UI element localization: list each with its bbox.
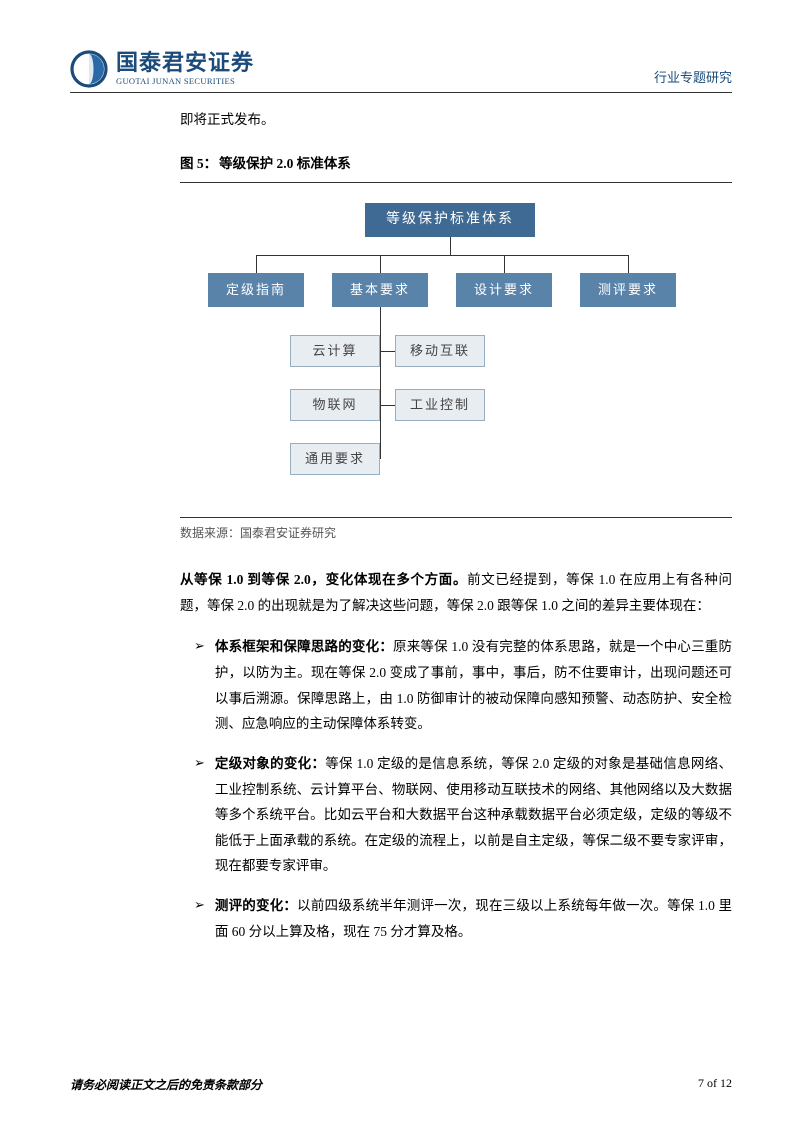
figure-container: 等级保护标准体系定级指南基本要求设计要求测评要求云计算移动互联物联网工业控制通用… xyxy=(180,182,732,518)
tree-l2-node: 移动互联 xyxy=(395,335,485,367)
bullet-marker-icon: ➢ xyxy=(194,634,205,737)
page-number: 7 of 12 xyxy=(698,1076,732,1093)
main-content: 即将正式发布。 图 5：等级保护 2.0 标准体系 等级保护标准体系定级指南基本… xyxy=(180,107,732,944)
tree-connector xyxy=(504,255,505,273)
source-value: 国泰君安证券研究 xyxy=(240,526,336,540)
source-label: 数据来源： xyxy=(180,526,240,540)
tree-l2-node: 通用要求 xyxy=(290,443,380,475)
figure-title: 图 5：等级保护 2.0 标准体系 xyxy=(180,151,732,177)
logo-text: 国泰君安证券 GUOTAI JUNAN SECURITIES xyxy=(116,52,254,86)
tree-l1-node: 定级指南 xyxy=(208,273,304,307)
tree-connector xyxy=(628,255,629,273)
lead-bold: 从等保 1.0 到等保 2.0，变化体现在多个方面。 xyxy=(180,572,467,587)
tree-connector xyxy=(380,351,395,352)
figure-title-text: 等级保护 2.0 标准体系 xyxy=(219,156,351,171)
bullet-body: 等保 1.0 定级的是信息系统，等保 2.0 定级的对象是基础信息网络、工业控制… xyxy=(215,756,732,874)
bullet-text: 定级对象的变化：等保 1.0 定级的是信息系统，等保 2.0 定级的对象是基础信… xyxy=(215,751,732,879)
figure-source: 数据来源：国泰君安证券研究 xyxy=(180,522,732,545)
footer-disclaimer: 请务必阅读正文之后的免责条款部分 xyxy=(70,1076,262,1093)
tree-connector xyxy=(380,405,395,406)
tree-connector xyxy=(256,255,628,256)
bullet-title: 定级对象的变化： xyxy=(215,756,325,771)
logo-text-cn: 国泰君安证券 xyxy=(116,52,254,74)
bullet-title: 体系框架和保障思路的变化： xyxy=(215,639,393,654)
org-tree-diagram: 等级保护标准体系定级指南基本要求设计要求测评要求云计算移动互联物联网工业控制通用… xyxy=(180,197,732,507)
tree-connector xyxy=(256,255,257,273)
page-header: 国泰君安证券 GUOTAI JUNAN SECURITIES 行业专题研究 xyxy=(70,50,732,93)
bullet-list: ➢体系框架和保障思路的变化：原来等保 1.0 没有完整的体系思路，就是一个中心三… xyxy=(194,634,732,944)
tree-root-node: 等级保护标准体系 xyxy=(365,203,535,237)
logo-text-en: GUOTAI JUNAN SECURITIES xyxy=(116,76,254,86)
tree-l1-node: 基本要求 xyxy=(332,273,428,307)
bullet-marker-icon: ➢ xyxy=(194,751,205,879)
header-category: 行业专题研究 xyxy=(654,67,732,88)
bullet-title: 测评的变化： xyxy=(215,898,297,913)
logo-icon xyxy=(70,50,108,88)
lead-paragraph: 从等保 1.0 到等保 2.0，变化体现在多个方面。前文已经提到，等保 1.0 … xyxy=(180,567,732,618)
bullet-text: 测评的变化：以前四级系统半年测评一次，现在三级以上系统每年做一次。等保 1.0 … xyxy=(215,893,732,944)
bullet-item: ➢体系框架和保障思路的变化：原来等保 1.0 没有完整的体系思路，就是一个中心三… xyxy=(194,634,732,737)
tree-l1-node: 测评要求 xyxy=(580,273,676,307)
logo-block: 国泰君安证券 GUOTAI JUNAN SECURITIES xyxy=(70,50,254,88)
tree-l2-node: 工业控制 xyxy=(395,389,485,421)
bullet-item: ➢定级对象的变化：等保 1.0 定级的是信息系统，等保 2.0 定级的对象是基础… xyxy=(194,751,732,879)
figure-number: 图 5： xyxy=(180,156,217,171)
page-footer: 请务必阅读正文之后的免责条款部分 7 of 12 xyxy=(70,1076,732,1093)
tree-l1-node: 设计要求 xyxy=(456,273,552,307)
bullet-item: ➢测评的变化：以前四级系统半年测评一次，现在三级以上系统每年做一次。等保 1.0… xyxy=(194,893,732,944)
tree-connector xyxy=(450,237,451,255)
bullet-marker-icon: ➢ xyxy=(194,893,205,944)
bullet-text: 体系框架和保障思路的变化：原来等保 1.0 没有完整的体系思路，就是一个中心三重… xyxy=(215,634,732,737)
tree-connector xyxy=(380,255,381,273)
tree-connector xyxy=(380,307,381,459)
intro-text: 即将正式发布。 xyxy=(180,107,732,133)
tree-l2-node: 云计算 xyxy=(290,335,380,367)
tree-l2-node: 物联网 xyxy=(290,389,380,421)
